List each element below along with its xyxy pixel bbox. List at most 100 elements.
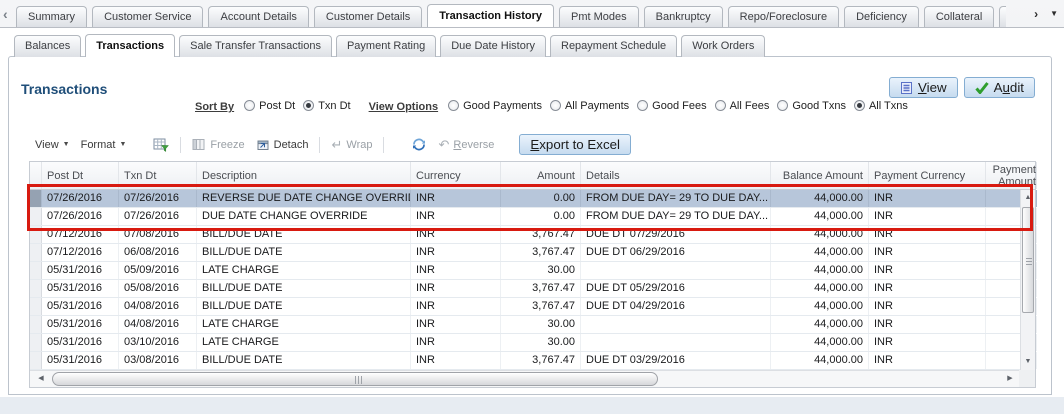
cell: 44,000.00 [771,334,869,351]
table-row[interactable]: 07/26/2016 07/26/2016 DUE DATE CHANGE OVER… [30,208,1037,226]
toolbar-separator [180,136,182,153]
cell: 44,000.00 [771,280,869,297]
audit-button[interactable]: Audit [963,77,1035,98]
tab-overflow-icon[interactable]: ▼ [1050,9,1058,18]
main-tab-bureau[interactable]: Bureau [999,6,1006,27]
main-tab-repo-foreclosure[interactable]: Repo/Foreclosure [727,6,840,27]
col-header-currency[interactable]: Currency [411,162,501,189]
row-handle[interactable] [30,208,42,225]
vertical-scrollbar[interactable]: ▲ ▼ [1020,190,1035,370]
main-tab-strip: Summary Customer Service Account Details Cu… [16,0,1006,27]
sub-tab-repayment-schedule[interactable]: Repayment Schedule [550,35,678,57]
wrap-button[interactable]: ↵ Wrap [331,137,372,153]
radio-icon[interactable] [448,100,460,112]
col-header-txn-dt[interactable]: Txn Dt [119,162,197,189]
view-button[interactable]: View [888,77,958,98]
view-option-all-payments[interactable]: All Payments [549,100,629,112]
freeze-button[interactable]: Freeze [192,138,245,151]
view-option-all-txns[interactable]: All Txns [853,100,908,112]
sort-by-label[interactable]: Sort By [195,101,235,113]
table-row[interactable]: 05/31/2016 03/08/2016 BILL/DUE DATE INR 3,76… [30,352,1037,370]
format-menu[interactable]: Format ▼ [81,139,127,151]
sort-by-post-dt[interactable]: Post Dt [244,100,295,112]
row-handle[interactable] [30,352,42,369]
col-header-description[interactable]: Description [197,162,411,189]
radio-icon[interactable] [777,100,789,112]
table-row[interactable]: 05/31/2016 04/08/2016 LATE CHARGE INR 30.00 4… [30,316,1037,334]
main-tab-bankruptcy[interactable]: Bankruptcy [643,6,723,27]
col-header-payment-amount[interactable]: Payment Amount [986,162,1037,189]
row-handle[interactable] [30,190,42,207]
vertical-scrollbar-thumb[interactable] [1022,207,1034,313]
sub-tab-transactions[interactable]: Transactions [85,34,176,57]
table-row[interactable]: 05/31/2016 03/10/2016 LATE CHARGE INR 30.00 4… [30,334,1037,352]
cell: INR [869,316,986,333]
col-header-amount[interactable]: Amount [501,162,581,189]
cell: 44,000.00 [771,262,869,279]
table-row[interactable]: 05/31/2016 05/08/2016 BILL/DUE DATE INR 3,76… [30,280,1037,298]
main-tab-pmt-modes[interactable]: Pmt Modes [558,6,639,27]
view-options-label[interactable]: View Options [368,101,439,113]
row-handle[interactable] [30,244,42,261]
col-header-details[interactable]: Details [581,162,771,189]
radio-icon[interactable] [549,100,561,112]
main-tab-transaction-history[interactable]: Transaction History [427,4,554,27]
horizontal-scrollbar-thumb[interactable] [52,372,658,386]
sub-tab-work-orders[interactable]: Work Orders [681,35,766,57]
main-tab-customer-service[interactable]: Customer Service [92,6,204,27]
table-row[interactable]: 07/12/2016 07/08/2016 BILL/DUE DATE INR 3,76… [30,226,1037,244]
cell: FROM DUE DAY= 29 TO DUE DAY... [581,208,771,225]
view-option-all-fees[interactable]: All Fees [714,100,769,112]
sub-tab-sale-transfer-transactions[interactable]: Sale Transfer Transactions [179,35,332,57]
row-handle[interactable] [30,298,42,315]
row-handle[interactable] [30,226,42,243]
row-handle[interactable] [30,316,42,333]
tab-scroll-right-icon[interactable]: › [1034,7,1039,21]
view-menu[interactable]: View ▼ [35,139,70,151]
col-header-balance-amount[interactable]: Balance Amount [771,162,869,189]
main-tab-customer-details[interactable]: Customer Details [313,6,423,27]
view-option-good-payments[interactable]: Good Payments [448,100,542,112]
horizontal-scrollbar[interactable]: ◀ ▶ [30,370,1019,387]
detach-button[interactable]: Detach [256,138,308,151]
table-row[interactable]: 05/31/2016 04/08/2016 BILL/DUE DATE INR 3,76… [30,298,1037,316]
sub-tab-due-date-history[interactable]: Due Date History [440,35,546,57]
table-row[interactable]: 07/26/2016 07/26/2016 REVERSE DUE DATE CHA… [30,190,1037,208]
cell: 30.00 [501,334,581,351]
action-buttons: View Audit [888,77,1035,98]
sort-by-txn-dt[interactable]: Txn Dt [303,100,351,112]
export-to-excel-button[interactable]: Export to Excel [519,134,632,155]
cell: 07/26/2016 [42,190,119,207]
radio-icon[interactable] [714,100,726,112]
main-tab-collateral[interactable]: Collateral [923,6,995,27]
col-header-payment-currency[interactable]: Payment Currency [869,162,986,189]
scroll-up-icon[interactable]: ▲ [1024,194,1032,201]
cell: DUE DATE CHANGE OVERRIDE [197,208,411,225]
cell: 05/31/2016 [42,280,119,297]
query-by-example-button[interactable] [153,137,170,152]
refresh-button[interactable] [411,137,427,152]
cell: 30.00 [501,262,581,279]
radio-icon[interactable] [853,100,865,112]
tab-scroll-left-icon[interactable]: ‹ [3,6,8,22]
view-option-good-txns[interactable]: Good Txns [777,100,846,112]
row-handle[interactable] [30,280,42,297]
sub-tab-balances[interactable]: Balances [14,35,82,57]
radio-icon[interactable] [637,100,649,112]
reverse-button[interactable]: ↶ Reverse [438,137,494,153]
main-tab-deficiency[interactable]: Deficiency [844,6,919,27]
scroll-right-icon[interactable]: ▶ [1007,375,1013,382]
row-handle[interactable] [30,334,42,351]
scroll-left-icon[interactable]: ◀ [38,375,44,382]
main-tab-summary[interactable]: Summary [16,6,88,27]
row-handle[interactable] [30,262,42,279]
radio-icon[interactable] [244,100,256,112]
table-row[interactable]: 05/31/2016 05/09/2016 LATE CHARGE INR 30.00 4… [30,262,1037,280]
table-row[interactable]: 07/12/2016 06/08/2016 BILL/DUE DATE INR 3,76… [30,244,1037,262]
col-header-post-dt[interactable]: Post Dt [42,162,119,189]
main-tab-account-details[interactable]: Account Details [208,6,309,27]
sub-tab-payment-rating[interactable]: Payment Rating [335,35,437,57]
radio-icon[interactable] [303,100,315,112]
view-option-good-fees[interactable]: Good Fees [637,100,707,112]
scroll-down-icon[interactable]: ▼ [1024,358,1032,365]
